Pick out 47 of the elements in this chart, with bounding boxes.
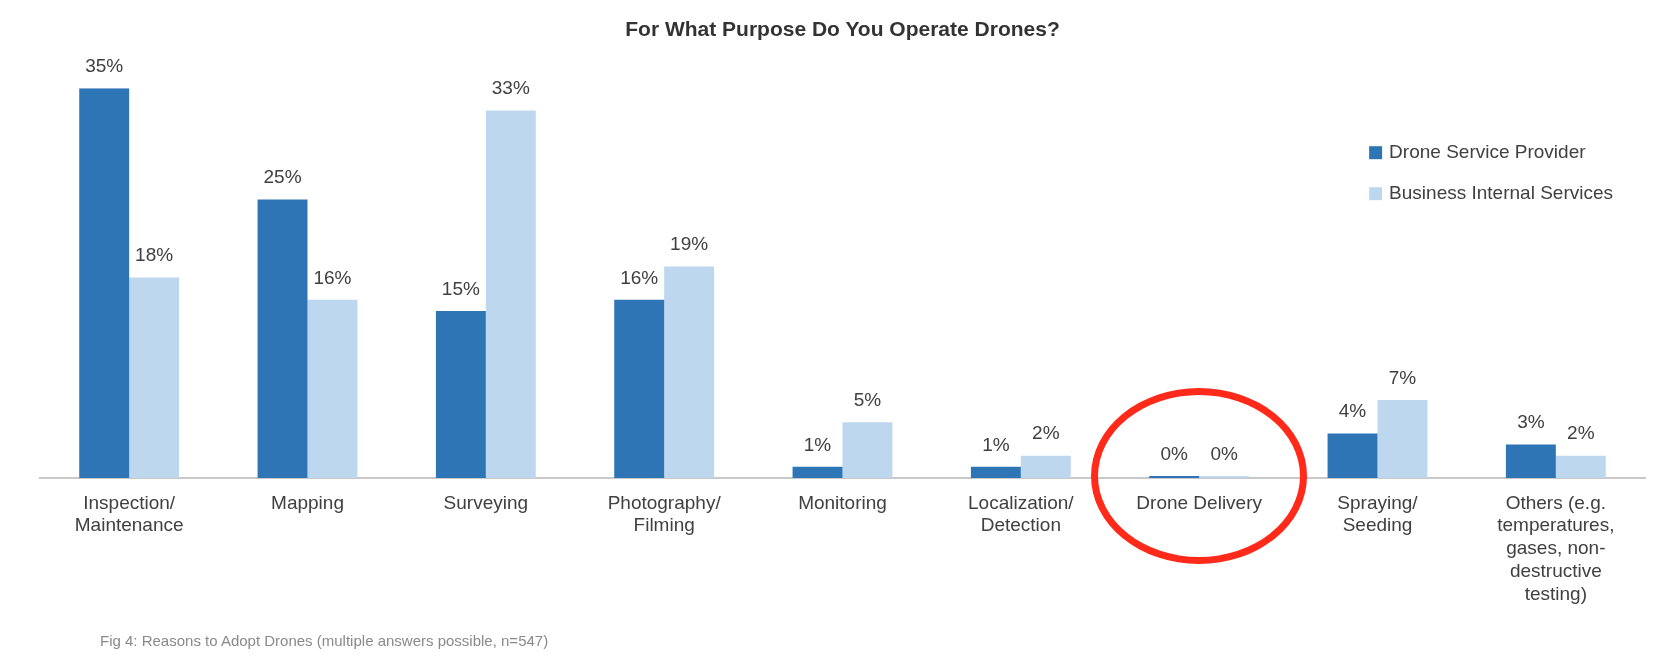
bar xyxy=(129,277,180,478)
data-label: 0% xyxy=(1160,442,1189,464)
data-label: 4% xyxy=(1338,400,1367,422)
data-label: 16% xyxy=(620,266,659,288)
x-tick-label: Monitoring xyxy=(798,491,887,513)
bar xyxy=(435,310,486,478)
bar xyxy=(1555,455,1606,478)
data-label: 33% xyxy=(491,77,530,99)
bar xyxy=(664,266,715,478)
chart-title: For What Purpose Do You Operate Drones? xyxy=(625,17,1060,41)
legend-label: Business Internal Services xyxy=(1389,182,1614,204)
data-label: 18% xyxy=(135,244,174,266)
bar xyxy=(970,466,1021,478)
bar xyxy=(307,299,358,478)
data-label: 7% xyxy=(1388,366,1417,388)
bar xyxy=(842,422,893,478)
caption: Fig 4: Reasons to Adopt Drones (multiple answers possible, n=547) xyxy=(100,632,549,649)
data-label: 25% xyxy=(263,166,302,188)
data-label: 16% xyxy=(313,266,352,288)
x-tick-label: Mapping xyxy=(271,491,344,513)
data-label: 15% xyxy=(441,277,480,299)
x-tick-label: Drone Delivery xyxy=(1136,491,1263,513)
data-label: 3% xyxy=(1517,411,1545,433)
bar xyxy=(257,199,308,478)
bar xyxy=(1327,433,1378,478)
bar xyxy=(614,299,665,478)
x-tick-label: Surveying xyxy=(443,491,529,513)
x-tick-label: Inspection/ Maintenance xyxy=(74,491,184,536)
bar xyxy=(485,110,536,478)
bar xyxy=(1377,400,1428,478)
x-tick-label: Others (e.g. temperatures, gases, non-destructive testing) xyxy=(1497,491,1615,604)
data-label: 0% xyxy=(1210,442,1238,464)
x-tick-label: Localization/ Detection xyxy=(968,491,1075,536)
data-label: 1% xyxy=(982,433,1010,455)
data-label: 1% xyxy=(803,433,832,455)
x-tick-label: Photography/ Filming xyxy=(607,491,722,536)
data-label: 19% xyxy=(670,233,709,255)
bar xyxy=(1020,455,1071,478)
data-label: 2% xyxy=(1567,422,1595,444)
data-label: 5% xyxy=(853,389,882,411)
legend-label: Drone Service Provider xyxy=(1389,141,1587,163)
bar xyxy=(792,466,843,478)
bar xyxy=(79,88,130,478)
data-label: 35% xyxy=(85,54,124,76)
x-tick-label: Spraying/ Seeding xyxy=(1337,491,1419,536)
bar xyxy=(1505,444,1556,478)
data-label: 2% xyxy=(1032,422,1060,444)
